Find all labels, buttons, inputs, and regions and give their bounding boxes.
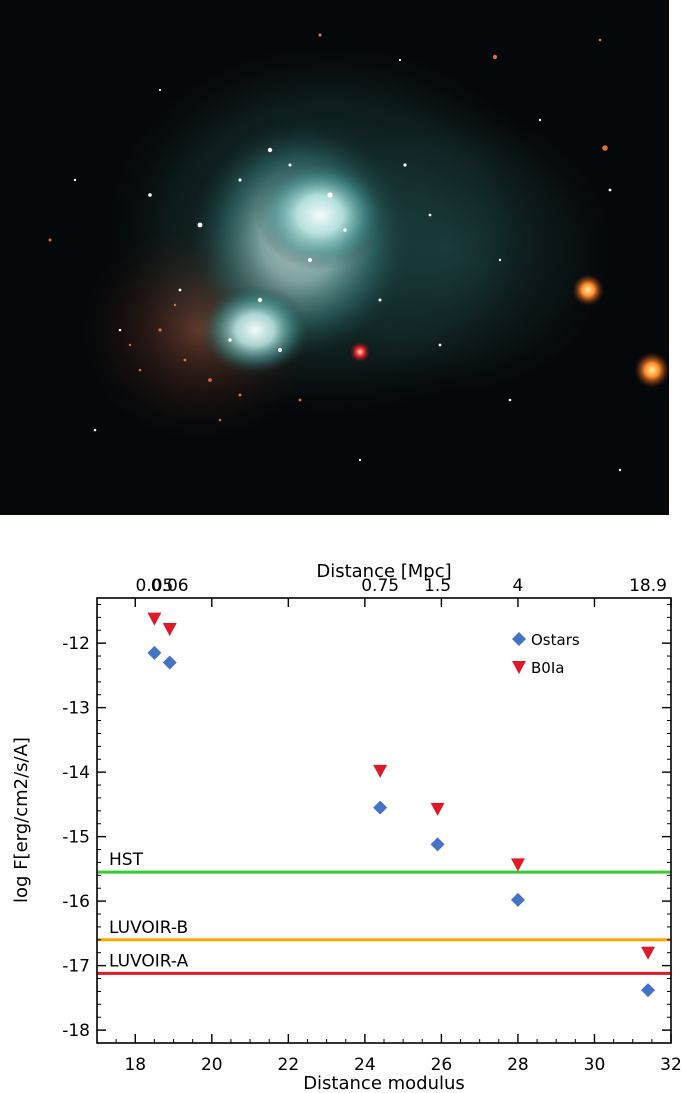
reference-line-label: LUVOIR-B xyxy=(109,918,188,938)
y-tick-label: -13 xyxy=(62,699,90,719)
data-points xyxy=(147,612,656,998)
top-axis-tick-label: 0.06 xyxy=(151,576,189,596)
x-tick-label: 26 xyxy=(431,1055,453,1075)
x-tick-label: 30 xyxy=(584,1055,606,1075)
legend-label: B0Ia xyxy=(531,659,564,677)
legend-marker-ostars xyxy=(512,632,526,646)
y-tick-label: -17 xyxy=(62,957,90,977)
point-ostars xyxy=(510,892,525,907)
point-b0ia xyxy=(373,764,388,778)
reference-line-label: LUVOIR-A xyxy=(109,951,189,971)
legend-marker-b0ia xyxy=(512,661,526,674)
x-axis-title: Distance modulus xyxy=(303,1073,465,1093)
axis-tick-labels: 18 20 22 24 26 28 30 32 -12 -13 -14 -15 -16 -17 -18 0.0… xyxy=(62,576,682,1075)
x-tick-label: 28 xyxy=(507,1055,529,1075)
reference-line-label: HST xyxy=(109,850,144,870)
point-ostars xyxy=(430,837,445,852)
point-ostars xyxy=(641,983,656,998)
x-tick-label: 18 xyxy=(124,1055,146,1075)
y-tick-label: -14 xyxy=(62,763,90,783)
legend-label: Ostars xyxy=(531,631,580,649)
top-axis-tick-label: 0.75 xyxy=(361,576,399,596)
y-tick-label: -15 xyxy=(62,828,90,848)
top-axis-tick-label: 0.05 xyxy=(135,576,173,596)
top-axis-tick-label: 18.9 xyxy=(629,576,667,596)
chart-figure: HST LUVOIR-B LUVOIR-A 18 20 22 24 26 28 30 32 -12 -… xyxy=(0,515,685,1093)
x-tick-label: 22 xyxy=(278,1055,300,1075)
point-b0ia xyxy=(162,622,177,636)
point-b0ia xyxy=(510,858,525,872)
point-ostars xyxy=(373,800,388,815)
y-axis-title: log F[erg/cm2/s/A] xyxy=(11,737,32,903)
y-tick-label: -18 xyxy=(62,1021,90,1041)
y-tick-label: -12 xyxy=(62,634,90,654)
point-ostars xyxy=(147,645,162,660)
point-b0ia xyxy=(641,946,656,960)
top-axis-tick-label: 4 xyxy=(513,576,524,596)
y-tick-label: -16 xyxy=(62,892,90,912)
galaxy-image xyxy=(0,0,669,515)
top-axis-title: Distance [Mpc] xyxy=(316,561,451,582)
reference-lines: HST LUVOIR-B LUVOIR-A xyxy=(97,850,671,975)
axis-ticks xyxy=(96,598,672,1043)
point-b0ia xyxy=(147,612,162,626)
x-tick-label: 32 xyxy=(660,1055,682,1075)
legend: Ostars B0Ia xyxy=(512,631,580,677)
point-b0ia xyxy=(430,802,445,816)
top-axis-tick-label: 1.5 xyxy=(424,576,451,596)
x-tick-label: 20 xyxy=(201,1055,223,1075)
x-tick-label: 24 xyxy=(354,1055,376,1075)
point-ostars xyxy=(162,655,177,670)
